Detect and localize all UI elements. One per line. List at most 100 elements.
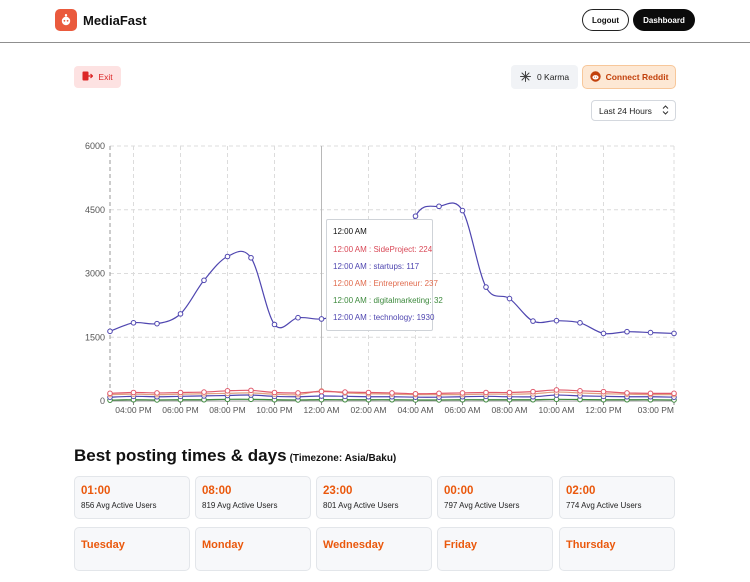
data-point-SideProject [600, 388, 607, 395]
best-times-heading: Best posting times & days (Timezone: Asia… [74, 446, 396, 466]
x-tick-label: 06:00 PM [162, 405, 198, 415]
connect-reddit-label: Connect Reddit [605, 72, 669, 82]
data-point-SideProject [248, 387, 254, 394]
best-time-card[interactable]: 08:00 819 Avg Active Users [195, 476, 311, 519]
best-day-card[interactable]: Wednesday [316, 527, 432, 571]
exit-label: Exit [98, 72, 113, 82]
best-time-card[interactable]: 23:00 801 Avg Active Users [316, 476, 432, 519]
connect-reddit-button[interactable]: Connect Reddit [582, 65, 676, 89]
data-point-technology [647, 329, 654, 336]
x-tick-label: 03:00 PM [638, 405, 674, 415]
best-day-card[interactable]: Friday [437, 527, 553, 571]
avg-active-users: 819 Avg Active Users [202, 501, 278, 510]
chart-tooltip: 12:00 AM 12:00 AM : SideProject: 224 12:0… [326, 219, 443, 331]
timezone-label: (Timezone: Asia/Baku) [289, 453, 397, 464]
data-point-technology [295, 314, 301, 321]
best-time-value: 08:00 [202, 485, 232, 497]
data-point-SideProject [506, 389, 513, 396]
tooltip-row: 12:00 AM : startups: 117 [333, 262, 420, 271]
reddit-icon [589, 70, 601, 84]
data-point-technology [436, 203, 442, 210]
data-point-technology [224, 253, 231, 260]
data-point-SideProject [318, 388, 325, 395]
data-point-technology [177, 311, 184, 317]
brand[interactable]: MediaFast [55, 9, 147, 31]
best-day-card[interactable]: Thursday [559, 527, 675, 571]
y-tick-label: 3000 [85, 269, 105, 279]
data-point-technology [530, 318, 536, 324]
data-point-technology [130, 320, 137, 326]
avg-active-users: 801 Avg Active Users [323, 501, 399, 510]
y-tick-label: 6000 [85, 141, 105, 151]
tooltip-row: 12:00 AM : digitalmarketing: 32 [333, 296, 443, 305]
data-point-SideProject [130, 389, 137, 396]
data-point-SideProject [389, 390, 395, 396]
app-logo-icon [55, 9, 77, 31]
karma-label: 0 Karma [536, 72, 570, 82]
data-point-technology [553, 317, 560, 324]
data-point-technology [248, 254, 254, 261]
data-point-startups [318, 393, 325, 399]
y-tick-label: 4500 [85, 205, 105, 215]
data-point-SideProject [295, 390, 301, 396]
best-day-card[interactable]: Monday [195, 527, 311, 571]
tooltip-row: 12:00 AM : Entrepreneur: 237 [333, 279, 438, 288]
data-point-technology [624, 328, 630, 335]
x-tick-label: 10:00 AM [539, 405, 575, 415]
data-point-SideProject [530, 388, 536, 395]
data-point-SideProject [107, 390, 113, 397]
top-navbar: MediaFast Logout Dashboard [0, 0, 750, 43]
best-time-card[interactable]: 01:00 856 Avg Active Users [74, 476, 190, 519]
x-tick-label: 04:00 PM [115, 405, 151, 415]
data-point-technology [107, 328, 113, 335]
tooltip-title: 12:00 AM [333, 227, 367, 236]
best-time-value: 02:00 [566, 485, 596, 497]
karma-icon [519, 70, 531, 84]
data-point-SideProject [154, 390, 160, 396]
data-point-SideProject [342, 389, 348, 395]
karma-badge: 0 Karma [511, 65, 578, 89]
best-times-title: Best posting times & days [74, 446, 287, 465]
data-point-technology [459, 207, 466, 214]
data-point-SideProject [177, 389, 184, 396]
data-point-technology [577, 320, 583, 326]
data-point-SideProject [201, 389, 207, 395]
dashboard-button[interactable]: Dashboard [633, 9, 695, 31]
y-tick-label: 0 [100, 396, 105, 406]
avg-active-users: 856 Avg Active Users [81, 501, 157, 510]
exit-button[interactable]: Exit [74, 66, 121, 88]
data-point-SideProject [412, 390, 419, 397]
x-tick-label: 08:00 PM [209, 405, 245, 415]
data-point-SideProject [577, 388, 583, 394]
tooltip-row: 12:00 AM : technology: 1930 [333, 313, 435, 322]
x-tick-label: 10:00 PM [256, 405, 292, 415]
x-tick-label: 06:00 AM [445, 405, 481, 415]
x-tick-label: 04:00 AM [398, 405, 434, 415]
time-range-select[interactable]: Last 24 Hours [591, 100, 676, 121]
time-range-value: Last 24 Hours [599, 105, 652, 116]
best-time-value: 23:00 [323, 485, 353, 497]
data-point-technology [154, 320, 160, 327]
data-point-SideProject [671, 390, 677, 397]
x-tick-label: 02:00 AM [351, 405, 387, 415]
data-point-SideProject [459, 390, 466, 396]
logout-button[interactable]: Logout [582, 9, 629, 31]
avg-active-users: 774 Avg Active Users [566, 501, 642, 510]
best-time-card[interactable]: 02:00 774 Avg Active Users [559, 476, 675, 519]
data-point-technology [412, 213, 419, 219]
x-tick-label: 12:00 PM [585, 405, 621, 415]
y-tick-label: 1500 [85, 332, 105, 342]
data-point-technology [506, 295, 513, 302]
data-point-technology [271, 321, 278, 328]
data-point-SideProject [483, 389, 489, 396]
avg-active-users: 797 Avg Active Users [444, 501, 520, 510]
x-tick-label: 08:00 AM [492, 405, 528, 415]
best-day-card[interactable]: Tuesday [74, 527, 190, 571]
data-point-SideProject [436, 390, 442, 397]
data-point-SideProject [553, 387, 560, 393]
best-time-card[interactable]: 00:00 797 Avg Active Users [437, 476, 553, 519]
exit-icon [82, 71, 94, 83]
data-point-SideProject [271, 389, 278, 396]
data-point-technology [318, 316, 325, 322]
data-point-technology [671, 330, 677, 337]
